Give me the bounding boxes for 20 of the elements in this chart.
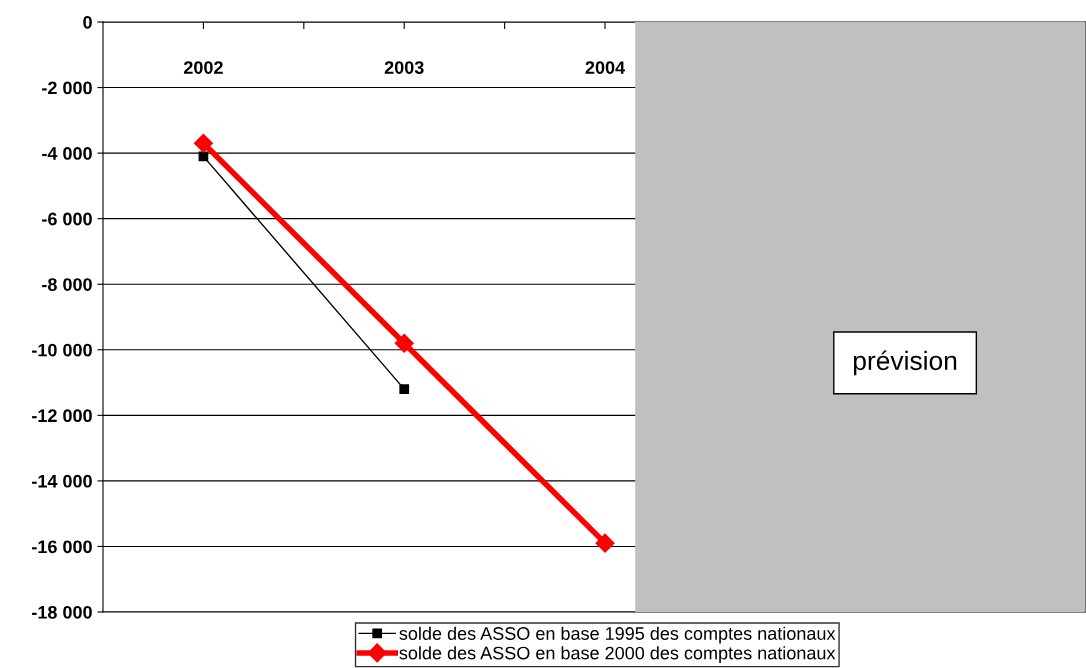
y-tick-label: -8 000 [42, 278, 92, 291]
y-tick-label: -6 000 [42, 212, 92, 226]
y-tick-label: -12 000 [32, 409, 92, 423]
y-tick-label: -4 000 [42, 147, 92, 160]
x-tick-label: 2003 [384, 61, 424, 75]
y-tick-label: -14 000 [32, 474, 92, 488]
y-tick-label: -16 000 [32, 540, 92, 554]
x-tick-label: 2002 [183, 61, 223, 74]
y-tick-label: -18 000 [32, 605, 92, 619]
point [193, 133, 213, 153]
band-label: prévision [853, 350, 957, 376]
y-tick-label: -10 000 [32, 343, 92, 357]
point [595, 533, 615, 553]
point [399, 384, 410, 394]
x-tick-label: 2004 [585, 61, 626, 74]
legend-label: solde des ASSO en base 2000 des comptes nationaux [399, 646, 836, 664]
y-tick-label: 0 [83, 15, 92, 29]
point [394, 333, 414, 353]
y-tick-label: -2 000 [42, 81, 92, 95]
legend-label: solde des ASSO en base 1995 des comptes nationaux [399, 626, 836, 644]
